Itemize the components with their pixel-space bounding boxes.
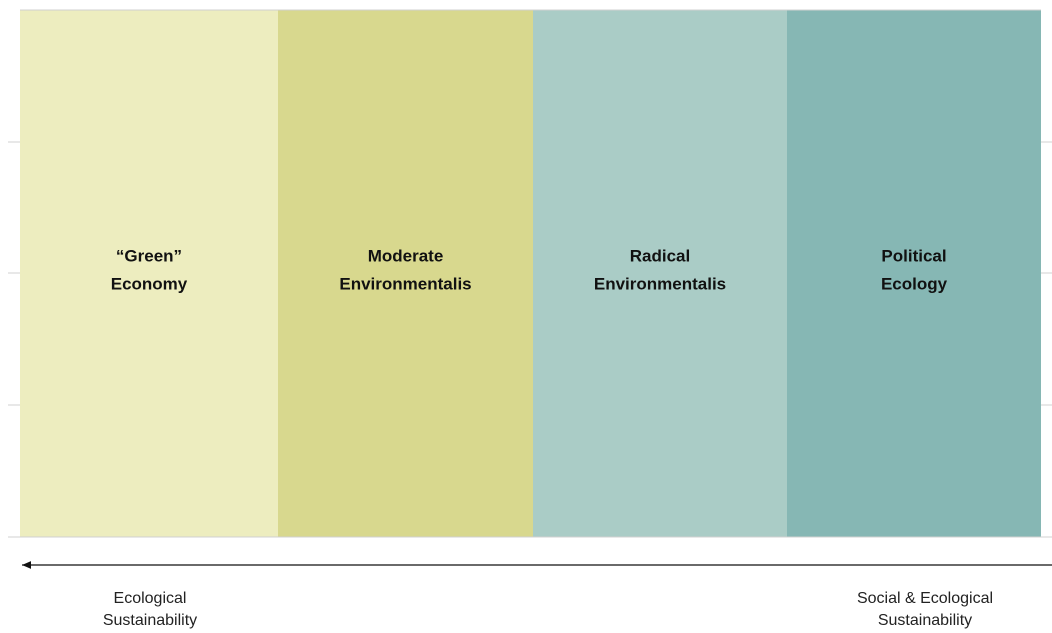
- left-label: Sustainability: [103, 612, 197, 629]
- ticks: [8, 141, 1052, 406]
- right-label: Social & Ecological: [857, 590, 993, 607]
- column: [20, 10, 278, 537]
- column-label: Radical: [630, 246, 690, 265]
- columns: “Green” Economy Moderate Environmentalis Rad…: [20, 10, 1041, 537]
- column-label: Moderate: [368, 246, 444, 265]
- left-label: Ecological: [114, 590, 187, 607]
- column-label: Environmentalis: [594, 274, 726, 293]
- column-label: Economy: [111, 274, 188, 293]
- column: [787, 10, 1041, 537]
- column-label: “Green”: [116, 246, 182, 265]
- column-label: Political: [881, 246, 946, 265]
- column: [278, 10, 533, 537]
- column: [533, 10, 787, 537]
- column-label: Ecology: [881, 274, 948, 293]
- right-label: Sustainability: [878, 612, 972, 629]
- column-label: Environmentalis: [339, 274, 471, 293]
